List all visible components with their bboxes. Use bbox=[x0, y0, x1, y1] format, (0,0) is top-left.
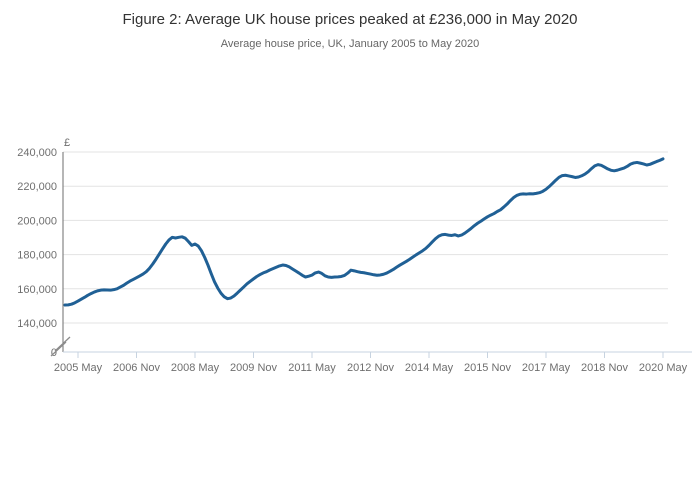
y-tick-label: 160,000 bbox=[17, 284, 57, 296]
axis-break-mark bbox=[54, 336, 71, 352]
y-tick-label: 140,000 bbox=[17, 318, 57, 330]
y-tick-label: 180,000 bbox=[17, 250, 57, 262]
y-tick-label: 240,000 bbox=[17, 147, 57, 159]
x-tick-label: 2005 May bbox=[54, 362, 103, 374]
y-tick-label: 200,000 bbox=[17, 215, 57, 227]
x-tick-label: 2017 May bbox=[522, 362, 571, 374]
x-tick-label: 2018 Nov bbox=[581, 362, 629, 374]
x-tick-label: 2009 Nov bbox=[230, 362, 278, 374]
x-tick-label: 2006 Nov bbox=[113, 362, 161, 374]
y-axis-unit-label: £ bbox=[64, 137, 70, 149]
figure-subtitle: Average house price, UK, January 2005 to… bbox=[220, 38, 480, 50]
x-tick-label: 2020 May bbox=[639, 362, 688, 374]
price-line bbox=[63, 157, 665, 307]
x-tick-label: 2012 Nov bbox=[347, 362, 395, 374]
x-tick-label: 2008 May bbox=[171, 362, 220, 374]
figure-title: Figure 2: Average UK house prices peaked… bbox=[122, 11, 578, 28]
axis-break-mark bbox=[50, 341, 67, 357]
x-tick-label: 2014 May bbox=[405, 362, 454, 374]
x-tick-label: 2011 May bbox=[288, 362, 336, 374]
x-tick-label: 2015 Nov bbox=[464, 362, 512, 374]
y-tick-label: 220,000 bbox=[17, 181, 57, 193]
